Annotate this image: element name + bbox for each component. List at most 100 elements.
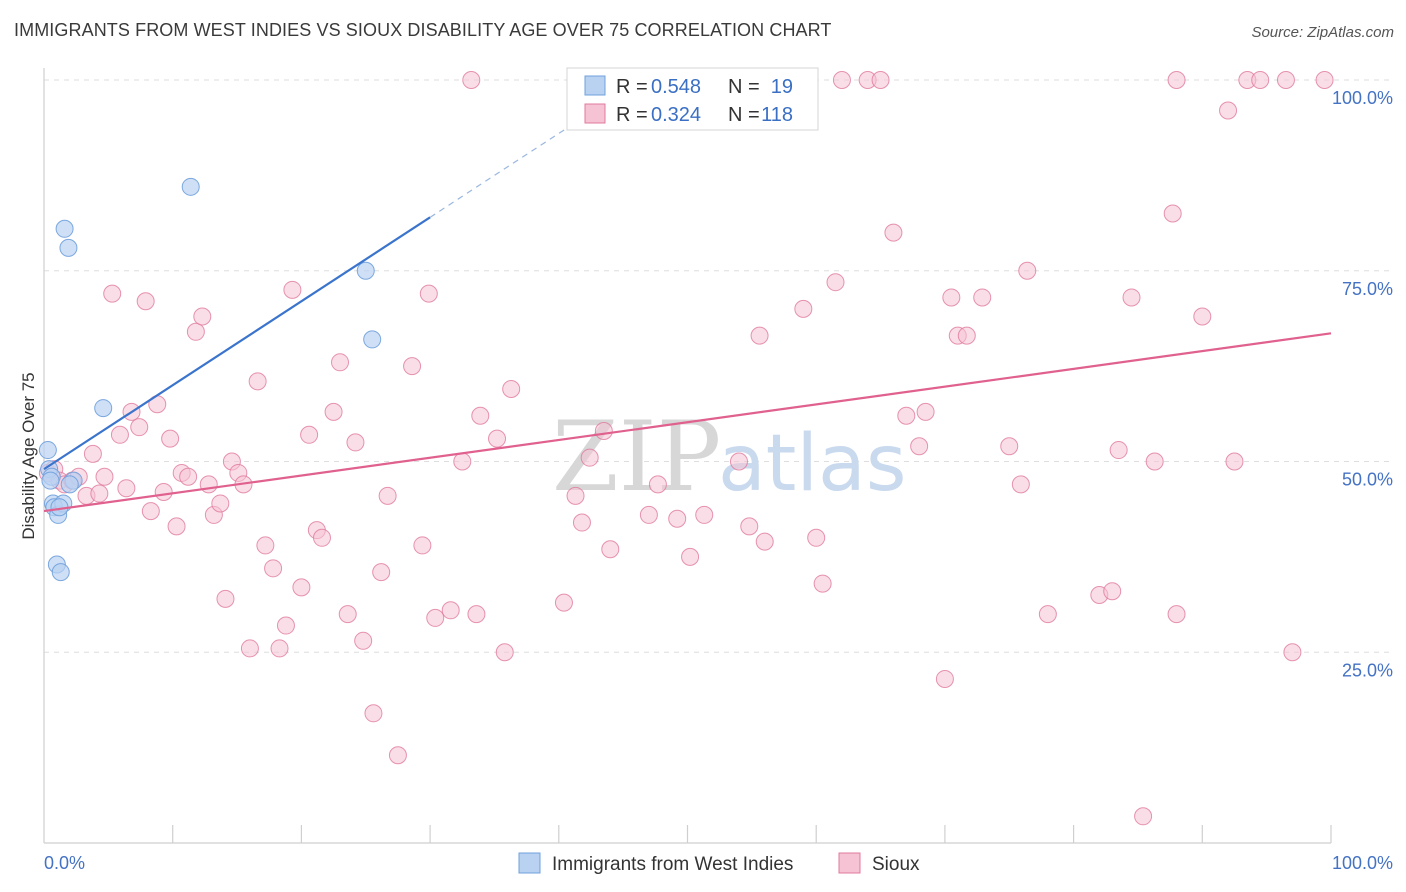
y-tick-label-75: 75.0%: [1342, 279, 1393, 299]
legend-r-value-1: 0.548: [651, 76, 701, 98]
sioux-point: [103, 284, 122, 303]
sioux-point: [884, 223, 903, 242]
sioux-point: [276, 616, 295, 635]
y-tick-label-50: 50.0%: [1342, 470, 1393, 490]
sioux-points: [38, 71, 1334, 826]
sioux-point: [1219, 101, 1238, 120]
sioux-point: [240, 639, 259, 658]
sioux-trend-line: [43, 332, 1332, 513]
sioux-point: [1315, 71, 1334, 89]
sioux-point: [601, 540, 620, 559]
source-label: Source: ZipAtlas.com: [1251, 24, 1394, 41]
sioux-point: [794, 299, 813, 318]
sioux-point: [130, 418, 149, 437]
sioux-point: [1018, 261, 1037, 280]
sioux-point: [467, 605, 486, 624]
sioux-point: [1167, 71, 1186, 89]
sioux-point: [283, 280, 302, 299]
sioux-point: [462, 71, 481, 89]
sioux-point: [354, 631, 373, 650]
sioux-point: [256, 536, 275, 555]
sioux-point: [338, 605, 357, 624]
sioux-point: [594, 421, 613, 440]
sioux-point: [580, 448, 599, 467]
sioux-point: [572, 513, 591, 532]
sioux-point: [807, 528, 826, 547]
sioux-point: [193, 307, 212, 326]
west-indies-trend-line: [43, 216, 431, 471]
sioux-point: [110, 425, 129, 444]
sioux-point: [441, 601, 460, 620]
sioux-point: [453, 452, 472, 471]
sioux-point: [566, 486, 585, 505]
legend-r-label-2: R =: [616, 104, 648, 126]
sioux-point: [1225, 452, 1244, 471]
sioux-point: [916, 402, 935, 421]
sioux-point: [935, 669, 954, 688]
sioux-point: [750, 326, 769, 345]
x-tick-marks: [172, 825, 1332, 843]
west-indies-point: [55, 219, 74, 238]
sioux-point: [1038, 605, 1057, 624]
west-indies-point: [94, 399, 113, 418]
west-indies-points: [38, 177, 382, 582]
sioux-point: [1122, 288, 1141, 307]
sioux-point: [942, 288, 961, 307]
sioux-point: [179, 467, 198, 486]
bottom-legend-swatch-sioux: [838, 852, 861, 874]
sioux-point: [426, 608, 445, 627]
sioux-point: [681, 547, 700, 566]
bottom-legend-swatch-west-indies: [518, 852, 541, 874]
sioux-point: [141, 502, 160, 521]
sioux-point: [1103, 582, 1122, 601]
sioux-point: [813, 574, 832, 593]
sioux-point: [324, 402, 343, 421]
sioux-point: [1276, 71, 1295, 89]
sioux-point: [1167, 605, 1186, 624]
sioux-point: [471, 406, 490, 425]
sioux-point: [167, 517, 186, 536]
sioux-point: [1163, 204, 1182, 223]
sioux-point: [292, 578, 311, 597]
sioux-point: [199, 475, 218, 494]
sioux-point: [871, 71, 890, 89]
y-tick-label-100: 100.0%: [1332, 88, 1393, 108]
west-indies-point: [41, 471, 60, 490]
sioux-point: [83, 444, 102, 463]
y-tick-labels: 25.0% 50.0% 75.0% 100.0%: [1332, 88, 1393, 680]
sioux-point: [364, 704, 383, 723]
sioux-point: [1000, 437, 1019, 456]
sioux-point: [910, 437, 929, 456]
sioux-point: [826, 273, 845, 292]
sioux-point: [729, 452, 748, 471]
sioux-point: [378, 486, 397, 505]
watermark-atlas: atlas: [718, 419, 907, 509]
sioux-point: [413, 536, 432, 555]
legend-r-label-1: R =: [616, 76, 648, 98]
sioux-point: [248, 372, 267, 391]
sioux-point: [300, 425, 319, 444]
sioux-point: [136, 292, 155, 311]
sioux-point: [488, 429, 507, 448]
sioux-point: [211, 494, 230, 513]
bottom-legend-label-sioux: Sioux: [872, 854, 920, 875]
bottom-legend: Immigrants from West Indies Sioux: [518, 852, 920, 875]
sioux-point: [554, 593, 573, 612]
legend-r-value-2: 0.324: [651, 104, 701, 126]
sioux-point: [90, 484, 109, 503]
y-tick-label-25: 25.0%: [1342, 660, 1393, 680]
sioux-point: [1145, 452, 1164, 471]
legend-n-label-1: N =: [728, 76, 760, 98]
sioux-point: [695, 505, 714, 524]
x-tick-label-min: 0.0%: [44, 853, 85, 873]
sioux-point: [1193, 307, 1212, 326]
sioux-point: [1011, 475, 1030, 494]
sioux-point: [346, 433, 365, 452]
sioux-point: [117, 479, 136, 498]
legend-n-label-2: N =: [728, 104, 760, 126]
west-indies-point: [181, 177, 200, 196]
west-indies-point: [51, 563, 70, 582]
sioux-point: [331, 353, 350, 372]
sioux-point: [1283, 643, 1302, 662]
sioux-point: [832, 71, 851, 89]
